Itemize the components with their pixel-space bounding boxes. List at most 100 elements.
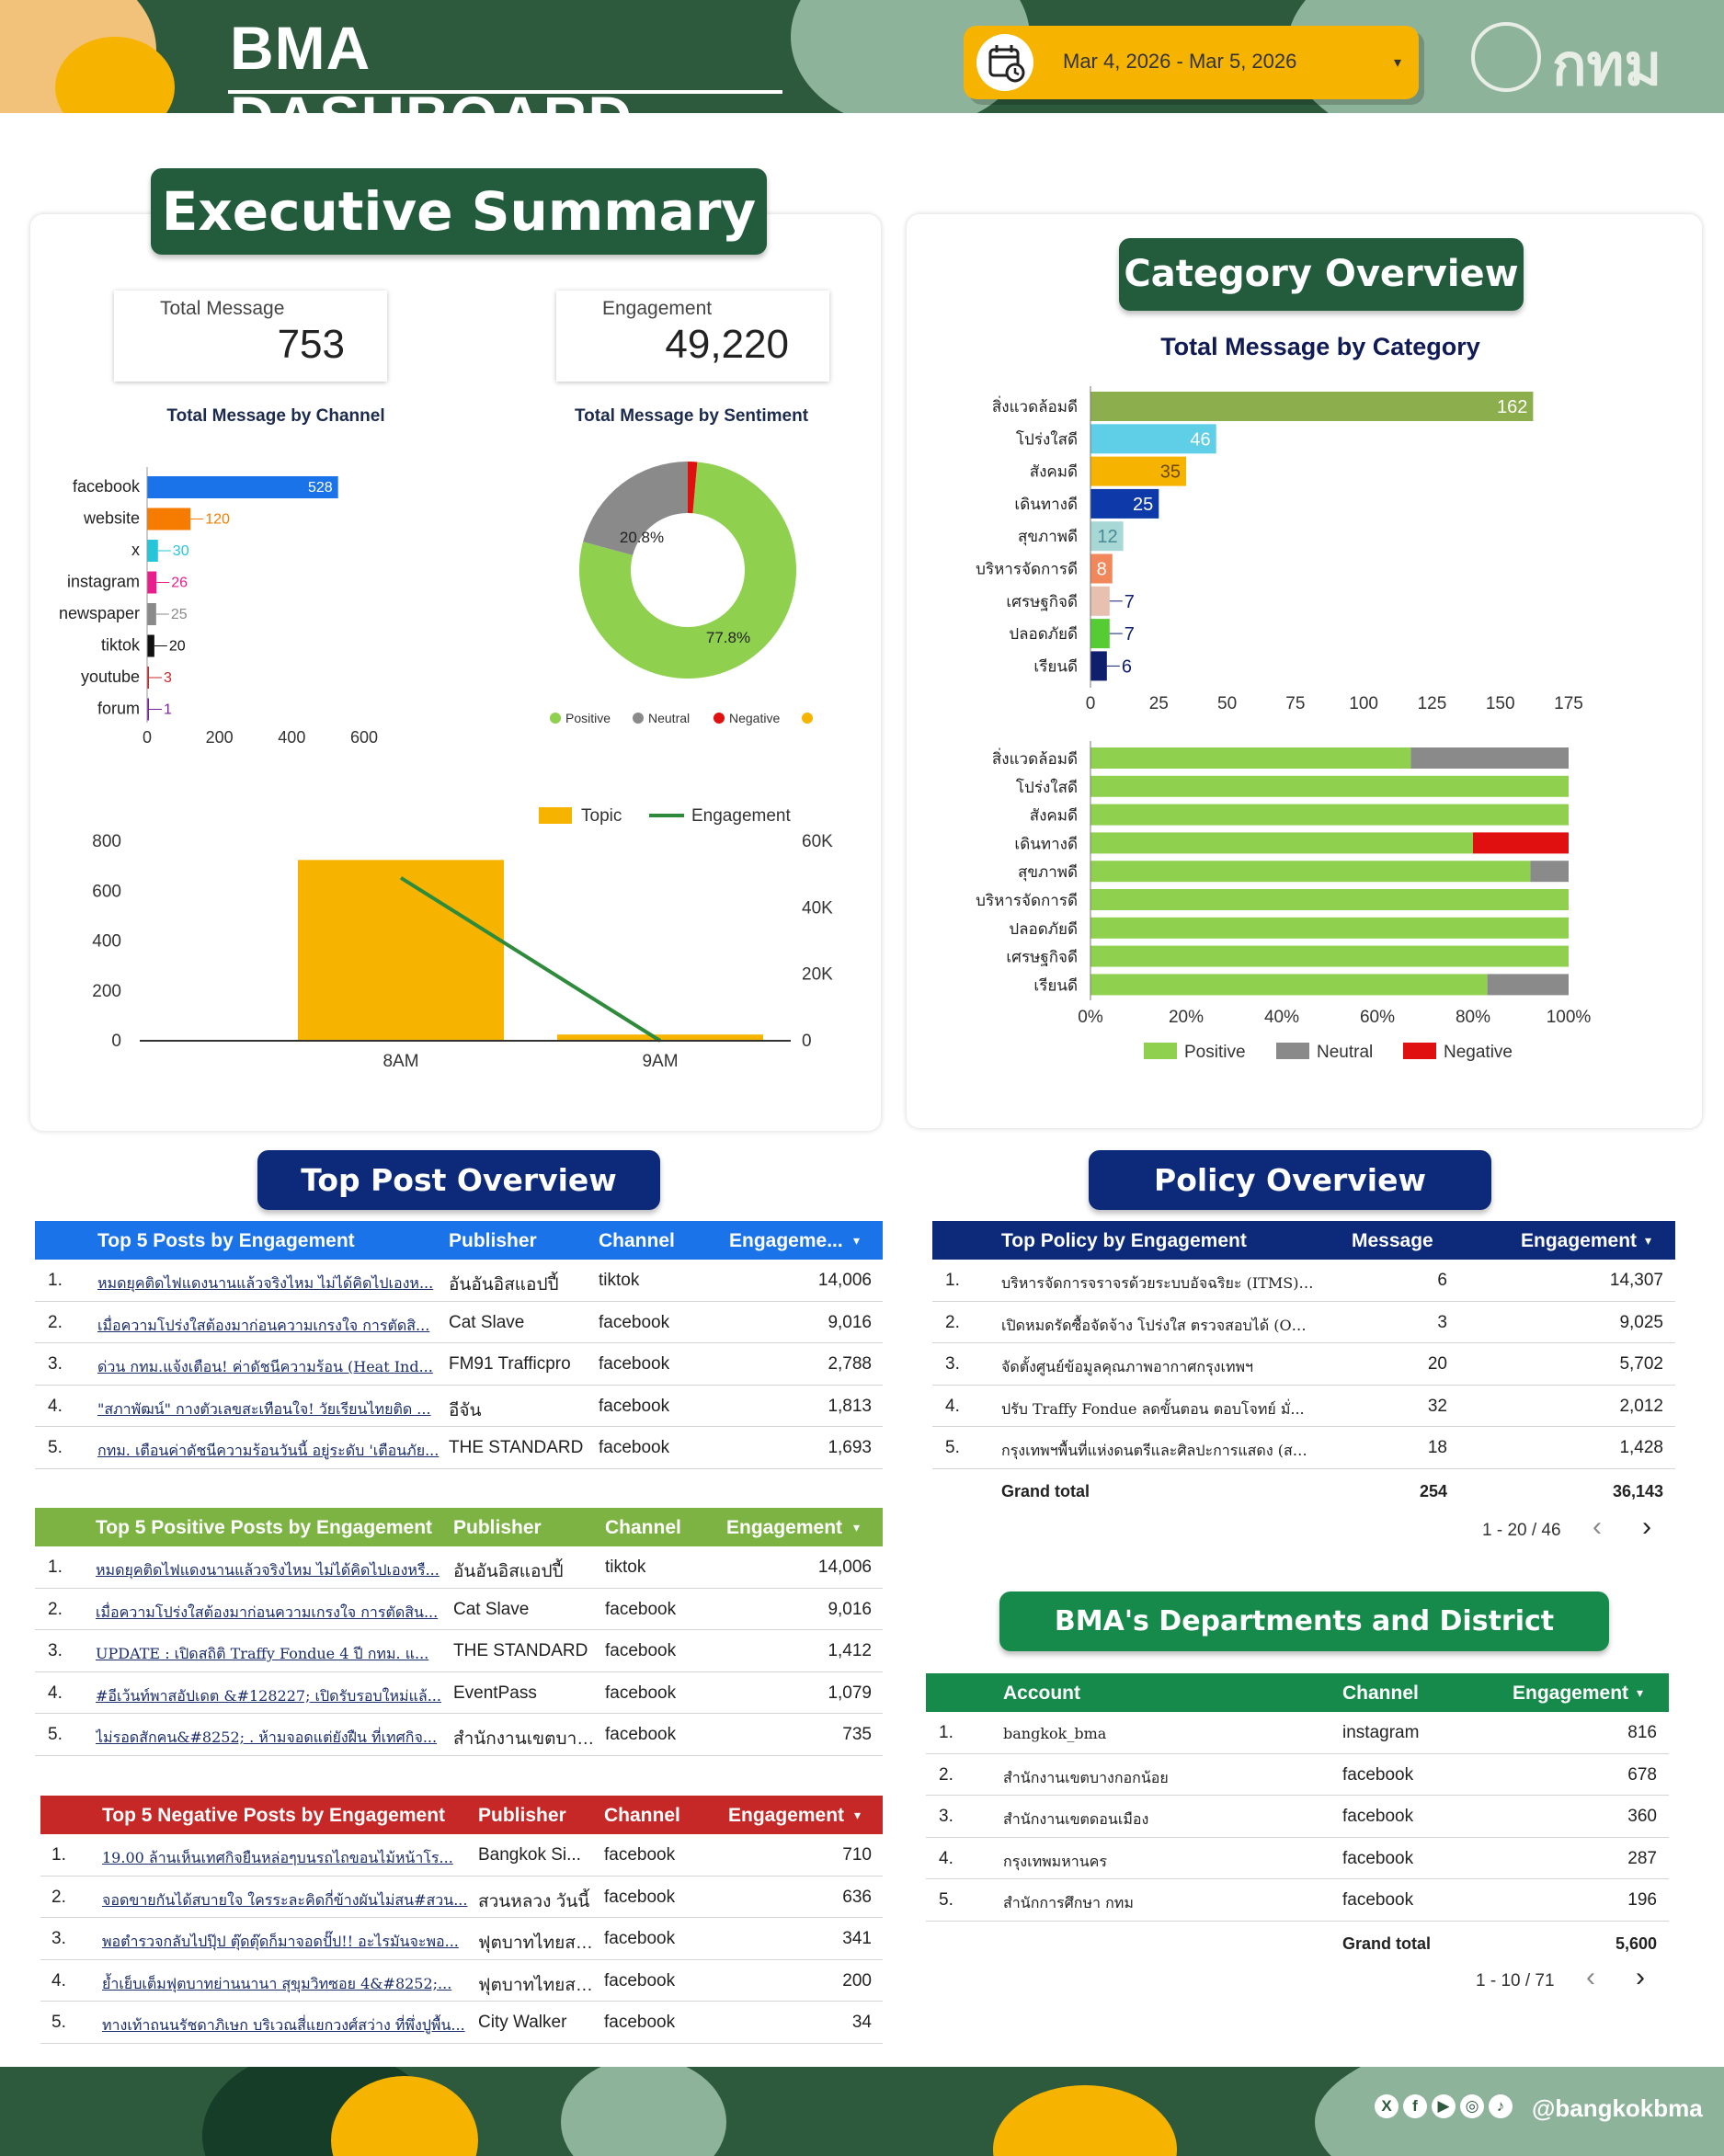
table-row[interactable]: 1. บริหารจัดการจราจรด้วยระบบอัจฉริยะ (ITM… <box>932 1260 1675 1302</box>
table-cell: tiktok <box>599 1271 640 1290</box>
table-cell[interactable]: เมื่อความโปร่งใสต้องมาก่อนความเกรงใจ การ… <box>97 1316 430 1334</box>
table-row[interactable]: 2. เปิดหมดรัดซื้อจัดจ้าง โปร่งใส ตรวจสอบไ… <box>932 1302 1675 1343</box>
date-range-picker[interactable]: Mar 4, 2026 - Mar 5, 2026 ▾ <box>964 26 1419 99</box>
column-header[interactable]: Engagement <box>728 1805 845 1826</box>
column-header[interactable]: Publisher <box>453 1517 542 1538</box>
table-cell[interactable]: เมื่อความโปร่งใสต้องมาก่อนความเกรงใจ การ… <box>96 1603 439 1621</box>
column-header[interactable]: Account <box>1003 1683 1080 1704</box>
table-cell[interactable]: พอตำรวจกลับไปปุ๊ป ตุ๊ดตุ๊ดก็มาจอดปั๊ป!! … <box>102 1933 459 1950</box>
table-row[interactable]: 1. หมดยุคติดไฟแดงนานแล้วจริงไหม ไม่ได้คิด… <box>35 1260 883 1302</box>
sentiment-donut-chart: 77.8% 20.8% Positive Neutral Negative <box>550 462 813 725</box>
table-cell: 5,702 <box>1619 1354 1663 1374</box>
category-sentiment-stacked-chart: 0% 20% 40% 60% 80% 100% สิ่งแวดล้อมดีโปร่งใสดี… <box>976 741 1591 1062</box>
table-row[interactable]: 5. สำนักการศึกษา กทม facebook 196 <box>926 1879 1669 1922</box>
table-row[interactable]: 1. หมดยุคติดไฟแดงนานแล้วจริงไหม ไม่ได้คิด… <box>35 1546 883 1589</box>
column-header[interactable]: Channel <box>605 1517 681 1538</box>
table-cell: facebook <box>599 1312 670 1332</box>
column-header[interactable]: Publisher <box>449 1230 537 1251</box>
table-row[interactable]: 4. ปรับ Traffy Fondue ลดขั้นตอน ตอบโจทย์ … <box>932 1386 1675 1427</box>
table-row[interactable]: 3. สำนักงานเขตดอนเมือง facebook 360 <box>926 1796 1669 1838</box>
table-row[interactable]: 2. สำนักงานเขตบางกอกน้อย facebook 678 <box>926 1754 1669 1796</box>
table-row[interactable]: 4. #อีเว้นท์พาสอัปเดต &#128227; เปิดรับรอ… <box>35 1672 883 1714</box>
next-page-icon[interactable]: › <box>1642 1511 1651 1542</box>
table-cell: tiktok <box>605 1557 646 1577</box>
legend-label: Topic <box>581 806 622 826</box>
sort-chevron-icon[interactable]: ▾ <box>1645 1233 1652 1248</box>
table-row[interactable]: 2. เมื่อความโปร่งใสต้องมาก่อนความเกรงใจ ก… <box>35 1589 883 1630</box>
row-index: 3. <box>945 1354 960 1374</box>
x-axis-tick: 80% <box>1456 1008 1490 1027</box>
table-row[interactable]: 1. bangkok_bma instagram 816 <box>926 1712 1669 1754</box>
table-row[interactable]: 3. UPDATE : เปิดสถิติ Traffy Fondue 4 ปี … <box>35 1630 883 1672</box>
column-header[interactable]: Top 5 Positive Posts by Engagement <box>96 1517 433 1538</box>
table-cell[interactable]: จอดขายกันได้สบายใจ ใครระละคิดกี่ข้างผันไ… <box>102 1890 468 1909</box>
grand-total-cell: Grand total <box>1001 1481 1090 1500</box>
table-cell[interactable]: กทม. เตือนค่าดัชนีความร้อนวันนี้ อยู่ระด… <box>97 1442 440 1459</box>
column-header[interactable]: Engageme... <box>729 1230 843 1251</box>
table-row[interactable]: 4. กรุงเทพมหานคร facebook 287 <box>926 1838 1669 1879</box>
table-cell: facebook <box>599 1438 670 1457</box>
column-header[interactable]: Message <box>1352 1230 1433 1251</box>
table-cell[interactable]: หมดยุคติดไฟแดงนานแล้วจริงไหม ไม่ได้คิดไป… <box>96 1561 440 1579</box>
table-row[interactable]: 2. เมื่อความโปร่งใสต้องมาก่อนความเกรงใจ ก… <box>35 1302 883 1343</box>
row-index: 5. <box>48 1725 63 1744</box>
table-row[interactable]: 3. พอตำรวจกลับไปปุ๊ป ตุ๊ดตุ๊ดก็มาจอดปั๊ป!… <box>40 1918 883 1960</box>
sort-chevron-icon[interactable]: ▾ <box>853 1520 861 1534</box>
table-row[interactable]: 5. ไม่รอดสักคน&#8252; . ห้ามจอดแต่ยังฝืน … <box>35 1714 883 1756</box>
row-index: 3. <box>51 1929 66 1948</box>
table-row[interactable]: 2. จอดขายกันได้สบายใจ ใครระละคิดกี่ข้างผั… <box>40 1877 883 1918</box>
table-header: Top 5 Negative Posts by Engagement Publis… <box>40 1796 883 1834</box>
table-row[interactable]: 5. ทางเท้าถนนรัชดาภิเษก บริเวณสี่แยกวงศ์ส… <box>40 2002 883 2044</box>
sort-chevron-icon[interactable]: ▾ <box>854 1808 862 1822</box>
table-cell[interactable]: ไม่รอดสักคน&#8252; . ห้ามจอดแต่ยังฝืน ที… <box>96 1728 438 1746</box>
data-label: 20 <box>169 639 186 655</box>
sort-chevron-icon[interactable]: ▾ <box>1637 1685 1644 1700</box>
x-icon[interactable]: X <box>1375 2094 1399 2118</box>
pagination-text: 1 - 10 / 71 <box>1476 1970 1555 1991</box>
table-header: Top Policy by Engagement Message Engagemen… <box>932 1221 1675 1260</box>
table-cell[interactable]: หมดยุคติดไฟแดงนานแล้วจริงไหม ไม่ได้คิดไป… <box>97 1274 434 1292</box>
table-cell: สำนักการศึกษา กทม <box>1003 1894 1134 1911</box>
table-cell[interactable]: UPDATE : เปิดสถิติ Traffy Fondue 4 ปี กท… <box>96 1645 429 1662</box>
table-cell[interactable]: 19.00 ล้านเห็นเทศกิจยืนหล่อๆบนรถไถขอนไม้… <box>102 1849 453 1866</box>
table-cell[interactable]: ย้ำเย็บเต็มฟุตบาทย่านนานา สุขุมวิทซอย 4&… <box>102 1974 452 1992</box>
column-header[interactable]: Top Policy by Engagement <box>1001 1230 1247 1251</box>
table-row[interactable]: 1. 19.00 ล้านเห็นเทศกิจยืนหล่อๆบนรถไถขอนไ… <box>40 1834 883 1877</box>
decor-blob <box>55 37 175 113</box>
sort-chevron-icon[interactable]: ▾ <box>853 1233 861 1248</box>
category-label: บริหารจัดการดี <box>976 561 1078 578</box>
category-label: โปร่งใสดี <box>1016 429 1078 448</box>
column-header[interactable]: Top 5 Negative Posts by Engagement <box>102 1805 446 1826</box>
prev-page-icon[interactable]: ‹ <box>1593 1511 1602 1542</box>
table-row[interactable]: 3. จัดตั้งศูนย์ข้อมูลคุณภาพอากาศกรุงเทพฯ 2… <box>932 1343 1675 1386</box>
grand-total-cell: 254 <box>1419 1481 1447 1500</box>
facebook-icon[interactable]: f <box>1403 2094 1427 2118</box>
column-header[interactable]: Top 5 Posts by Engagement <box>97 1230 355 1251</box>
column-header[interactable]: Publisher <box>478 1805 566 1826</box>
data-label: 528 <box>308 480 333 496</box>
column-header[interactable]: Engagement <box>1513 1683 1629 1704</box>
table-cell[interactable]: #อีเว้นท์พาสอัปเดต &#128227; เปิดรับรอบใ… <box>96 1686 441 1705</box>
column-header[interactable]: Channel <box>1342 1683 1419 1704</box>
next-page-icon[interactable]: › <box>1636 1961 1645 1992</box>
prev-page-icon[interactable]: ‹ <box>1586 1961 1595 1992</box>
table-row[interactable]: 5. กทม. เตือนค่าดัชนีความร้อนวันนี้ อยู่ร… <box>35 1427 883 1469</box>
table-row[interactable]: 4. "สภาพัฒน์" กางตัวเลขสะเทือนใจ! วัยเรีย… <box>35 1386 883 1427</box>
category-label: ปลอดภัยดี <box>1009 625 1078 643</box>
instagram-icon[interactable]: ◎ <box>1460 2094 1484 2118</box>
table-cell: Bangkok Si... <box>478 1845 581 1865</box>
table-cell[interactable]: ทางเท้าถนนรัชดาภิเษก บริเวณสี่แยกวงศ์สว่… <box>102 2016 465 2034</box>
column-header[interactable]: Channel <box>604 1805 680 1826</box>
tiktok-icon[interactable]: ♪ <box>1489 2094 1513 2118</box>
table-cell[interactable]: "สภาพัฒน์" กางตัวเลขสะเทือนใจ! วัยเรียนไ… <box>97 1399 431 1418</box>
executive-summary-title: Executive Summary <box>151 168 767 255</box>
column-header[interactable]: Engagement <box>726 1517 843 1538</box>
column-header[interactable]: Channel <box>599 1230 675 1251</box>
table-cell: 34 <box>851 2013 872 2032</box>
table-row[interactable]: 4. ย้ำเย็บเต็มฟุตบาทย่านนานา สุขุมวิทซอย … <box>40 1960 883 2002</box>
table-row[interactable]: 5. กรุงเทพฯพื้นที่แห่งดนตรีและศิลปะการแสด… <box>932 1427 1675 1469</box>
column-header[interactable]: Engagement <box>1521 1230 1638 1251</box>
table-row[interactable]: 3. ด่วน กทม.แจ้งเตือน! ค่าดัชนีความร้อน (… <box>35 1343 883 1386</box>
table-cell[interactable]: ด่วน กทม.แจ้งเตือน! ค่าดัชนีความร้อน (He… <box>97 1358 433 1375</box>
youtube-icon[interactable]: ▶ <box>1432 2094 1456 2118</box>
